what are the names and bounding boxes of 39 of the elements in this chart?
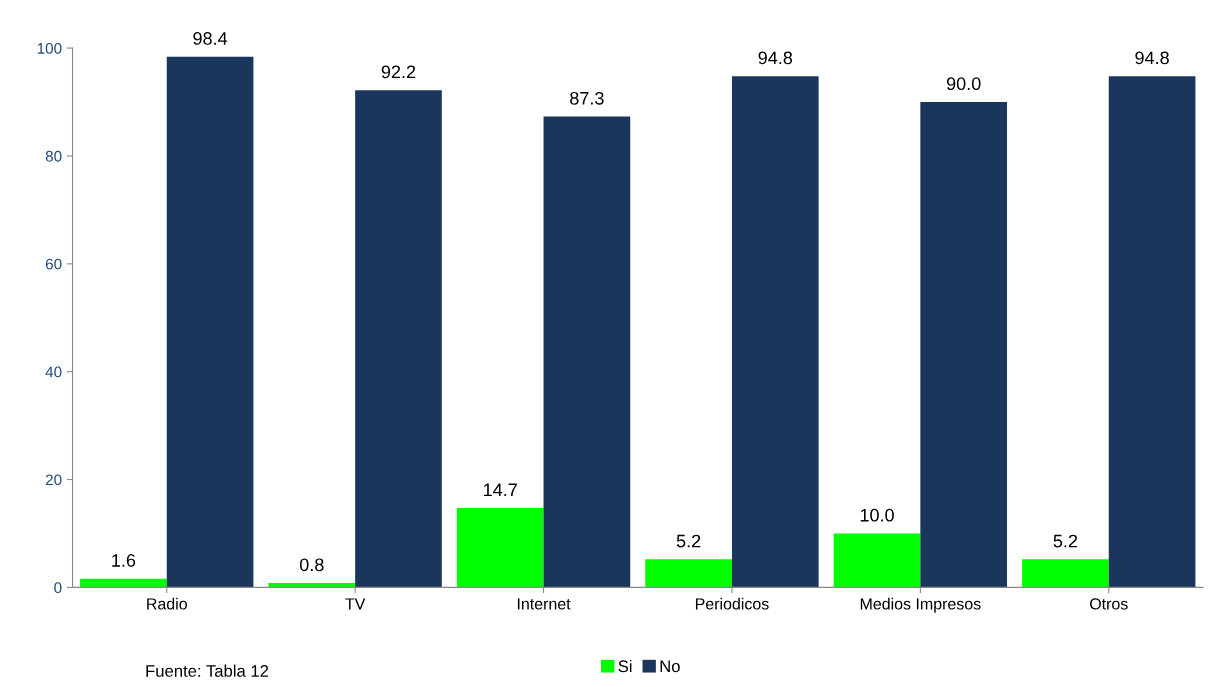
y-tick-label: 100 [37, 42, 62, 54]
data-label: 5.2 [676, 534, 701, 548]
bar [833, 533, 921, 588]
bar [268, 583, 356, 588]
bar [920, 102, 1008, 588]
x-tick-label: Internet [517, 598, 571, 610]
bar [80, 578, 167, 588]
x-tick-label: Radio [147, 597, 187, 610]
data-label: 94.8 [1135, 51, 1169, 65]
y-tick-label: 80 [45, 150, 62, 162]
data-label: 92.2 [381, 65, 416, 79]
data-label: 5.2 [1053, 534, 1078, 548]
y-tick-label: 40 [45, 366, 62, 378]
data-label: 0.8 [299, 558, 324, 572]
x-tick-label: TV [345, 598, 366, 610]
x-tick-label: Periodicos [695, 597, 769, 610]
x-tick-label: Otros [1089, 598, 1128, 610]
bar [1022, 559, 1109, 588]
bar [166, 56, 254, 588]
data-label: 98.4 [193, 32, 228, 45]
data-label: 14.7 [484, 483, 517, 497]
y-tick-label: 0 [54, 582, 62, 594]
bar [645, 559, 732, 588]
bar [731, 76, 819, 588]
bar [543, 116, 631, 588]
data-label: 87.3 [570, 91, 604, 105]
y-tick-label: 20 [45, 474, 62, 486]
bar [1108, 76, 1196, 588]
y-tick-label: 60 [45, 258, 62, 270]
data-label: 1.6 [112, 554, 136, 567]
bar [355, 90, 442, 588]
bar [456, 508, 544, 588]
data-label: 90.0 [946, 77, 981, 91]
source-note: Fuente: Tabla 12 [146, 664, 269, 677]
legend-label: Si [618, 659, 632, 673]
x-tick-label: Medios Impresos [860, 597, 981, 613]
data-label: 94.8 [758, 51, 793, 65]
legend-label: No [660, 660, 680, 673]
data-label: 10.0 [860, 508, 894, 522]
